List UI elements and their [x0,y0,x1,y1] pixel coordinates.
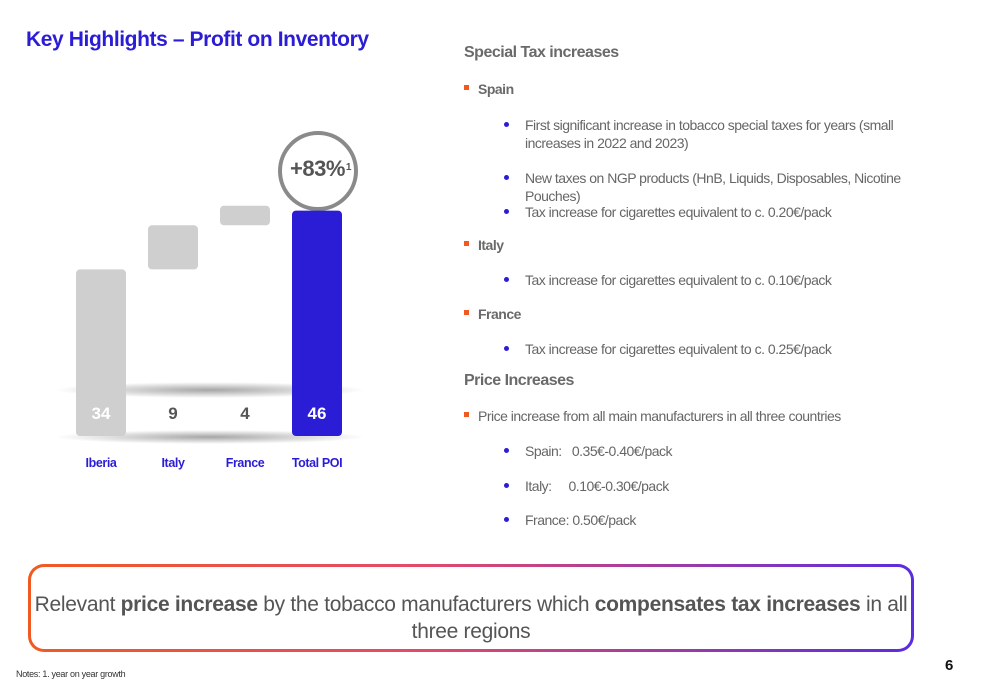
spain-label: Spain [478,81,514,97]
list-item: First significant increase in tobacco sp… [504,116,934,152]
list-item: Tax increase for cigarettes equivalent t… [504,203,934,221]
chart-canvas [55,131,365,444]
growth-circle [278,131,358,211]
value-label: 46 [307,404,327,423]
list-item: Tax increase for cigarettes equivalent t… [504,340,934,358]
page-title: Key Highlights – Profit on Inventory [26,28,369,51]
chart-top-shadow [55,382,365,398]
page-number: 6 [945,657,954,674]
growth-label: +83%1 [290,156,351,181]
bar-italy [148,225,198,270]
bar-total-poi [292,210,342,436]
special-tax-title: Special Tax increases [464,44,619,61]
category-label: Iberia [85,456,117,470]
waterfall-chart: +83%1 34 9 4 46 Iberia Italy France Total POI [50,110,380,480]
list-item: Italy: 0.10€-0.30€/pack [504,477,934,495]
category-label: Total POI [291,456,343,470]
italy-label: Italy [478,237,504,253]
list-item: France: 0.50€/pack [504,511,934,529]
bar-france [220,205,270,226]
chart-bottom-shadow [55,430,365,444]
list-item: New taxes on NGP products (HnB, Liquids,… [504,169,934,205]
category-label: France [225,456,265,470]
value-label: 34 [91,404,111,423]
category-label: Italy [161,456,185,470]
list-item: Tax increase for cigarettes equivalent t… [504,271,934,289]
bar-iberia [76,269,126,436]
value-label: 4 [240,404,250,423]
list-item: Spain: 0.35€-0.40€/pack [504,442,934,460]
footnote: Notes: 1. year on year growth [16,669,126,679]
callout-text: Relevant price increase by the tobacco m… [34,593,908,643]
price-increases-title: Price Increases [464,372,574,389]
france-label: France [478,306,521,322]
value-label: 9 [168,404,178,423]
key-message-callout: Relevant price increase by the tobacco m… [28,564,914,652]
